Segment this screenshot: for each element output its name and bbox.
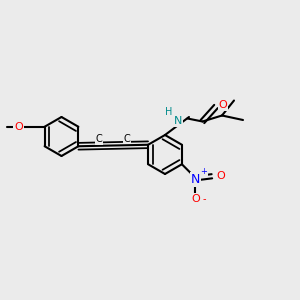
Text: H: H (165, 107, 172, 117)
Text: N: N (173, 116, 182, 127)
Text: -: - (202, 194, 206, 204)
Text: +: + (200, 167, 207, 176)
Text: C: C (96, 134, 103, 144)
Text: O: O (14, 122, 23, 132)
Text: O: O (191, 194, 200, 204)
Text: O: O (218, 100, 227, 110)
Text: C: C (124, 134, 130, 144)
Text: O: O (217, 171, 225, 181)
Text: N: N (191, 173, 200, 186)
